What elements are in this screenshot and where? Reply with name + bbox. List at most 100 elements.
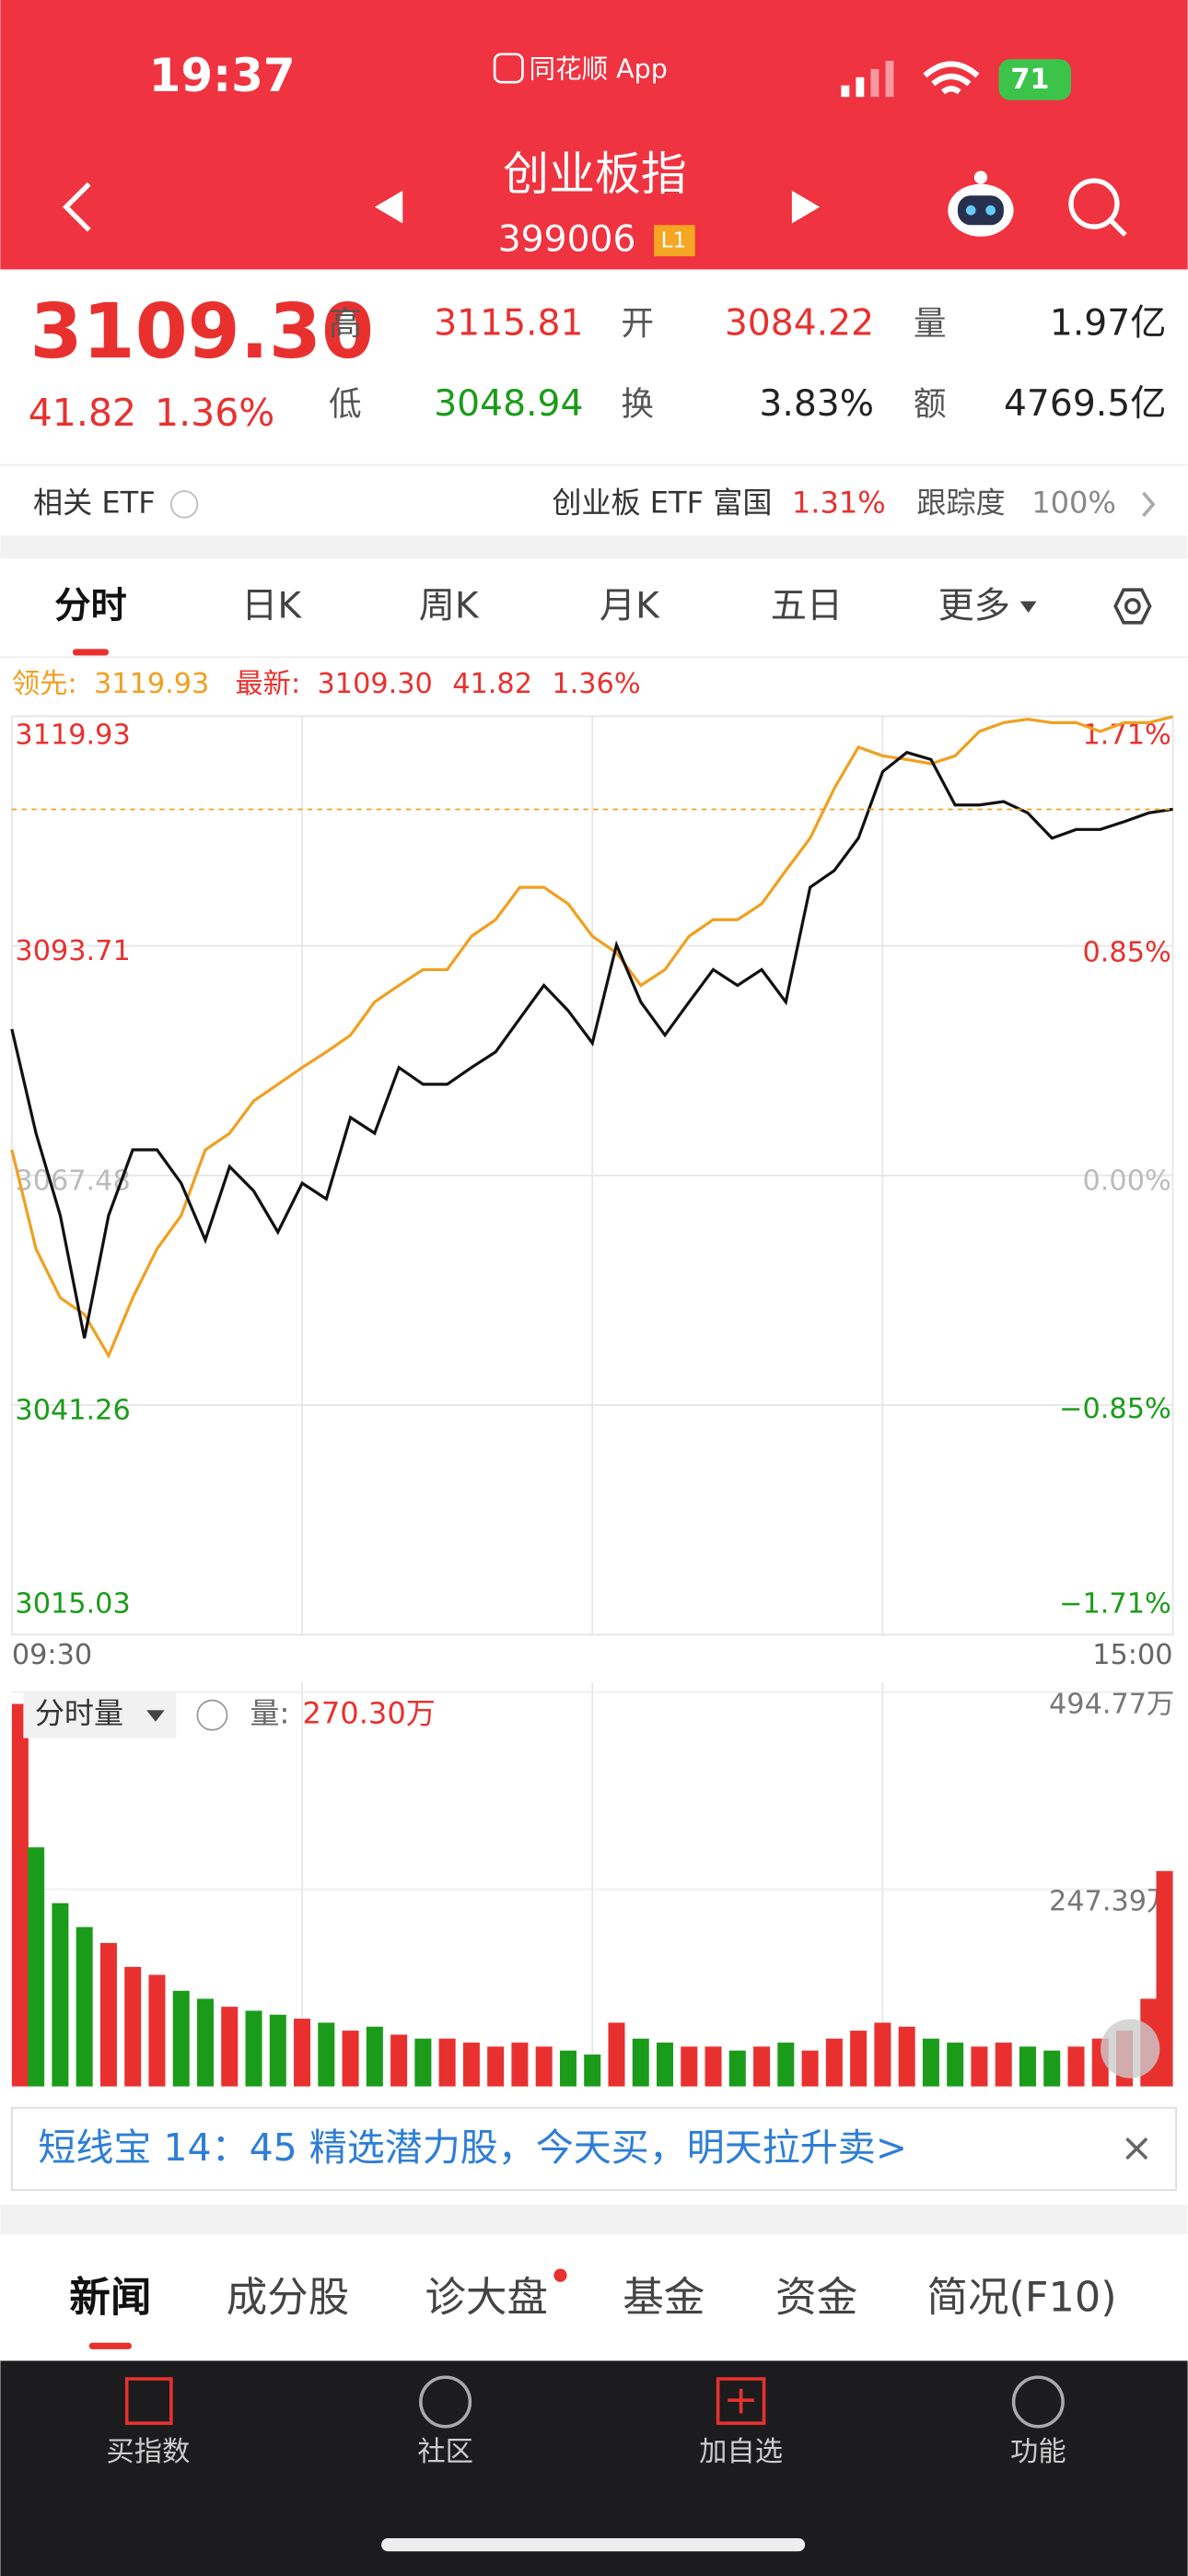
- volume-bar: [196, 1998, 214, 2087]
- volume-bar: [414, 2038, 432, 2087]
- settings-dot: [1124, 598, 1141, 615]
- notice-dot: [553, 2268, 567, 2282]
- y2-tick-label: 0.85%: [1083, 937, 1171, 969]
- clock: 19:37: [149, 49, 296, 102]
- gap: [0, 2205, 1188, 2235]
- nav-label[interactable]: 社区: [417, 2436, 473, 2468]
- volume-bar: [318, 2022, 335, 2087]
- chart-tab[interactable]: 周K: [419, 585, 480, 626]
- legend-value: 1.36%: [552, 668, 640, 700]
- prev-button[interactable]: [374, 190, 403, 224]
- volume-bar: [898, 2026, 915, 2087]
- chart-tab[interactable]: 更多: [938, 585, 1010, 626]
- nav-label[interactable]: 功能: [1010, 2436, 1066, 2468]
- app-name: 同花顺 App: [530, 54, 668, 85]
- dropdown-arrow: [146, 1710, 165, 1722]
- etf-name[interactable]: 创业板 ETF 富国: [552, 485, 772, 520]
- settings-button[interactable]: [1113, 588, 1152, 625]
- volume-bar: [753, 2046, 771, 2087]
- dropdown-arrow: [1019, 601, 1037, 614]
- nav-icon: [124, 2377, 173, 2425]
- y2-tick-label: 0.00%: [1083, 1165, 1171, 1197]
- help-icon[interactable]: [169, 490, 199, 519]
- y2-tick-label: 1.71%: [1083, 719, 1171, 751]
- chart-tab[interactable]: 分时: [54, 585, 126, 626]
- chart-tab[interactable]: 五日: [771, 585, 843, 626]
- volume-bar: [1156, 1870, 1173, 2087]
- y-tick-label: 3067.48: [15, 1165, 130, 1197]
- volume-bar: [559, 2050, 577, 2087]
- volume-bar: [657, 2043, 674, 2087]
- stat-label: 换: [621, 385, 654, 423]
- banner-text[interactable]: 短线宝 14：45 精选潜力股，今天买，明天拉升卖>: [38, 2125, 907, 2170]
- volume-bar: [874, 2022, 891, 2087]
- stat-value: 3.83%: [759, 383, 874, 425]
- volume-bar: [1019, 2046, 1036, 2087]
- help-icon[interactable]: [196, 1699, 228, 1731]
- volume-bar: [76, 1926, 93, 2087]
- news-tab[interactable]: 基金: [623, 2273, 705, 2321]
- change: 41.82: [29, 391, 136, 435]
- home-indicator: [381, 2537, 806, 2552]
- nav-icon: [716, 2377, 766, 2425]
- volume-bar: [1043, 2050, 1061, 2087]
- legend-value: 41.82: [452, 668, 532, 700]
- news-tab[interactable]: 诊大盘: [425, 2273, 548, 2321]
- news-tab[interactable]: 资金: [775, 2273, 857, 2321]
- gap: [0, 535, 1188, 559]
- battery-level: 71: [1010, 64, 1049, 96]
- app-icon: [493, 53, 524, 84]
- nav-icon: [728, 2388, 754, 2414]
- search-button[interactable]: [1068, 178, 1127, 237]
- volume-bar: [342, 2031, 359, 2087]
- volume-bar: [608, 2022, 625, 2087]
- volume-bar: [99, 1942, 117, 2087]
- y-tick-label: 3119.93: [15, 719, 130, 751]
- etf-pct: 1.31%: [792, 485, 886, 520]
- track-value: 100%: [1031, 485, 1116, 520]
- banner-close[interactable]: ×: [1120, 2125, 1153, 2172]
- battery: [998, 59, 1072, 100]
- volume-bar: [52, 1903, 69, 2087]
- y-tick-label: 3093.71: [15, 935, 130, 967]
- badge-bg: [654, 225, 695, 257]
- volume-bar: [438, 2038, 456, 2087]
- news-tab[interactable]: 简况(F10): [926, 2273, 1116, 2321]
- chart-tab[interactable]: 日K: [241, 585, 302, 626]
- stat-label: 额: [914, 385, 947, 423]
- robot-button[interactable]: [948, 170, 1014, 237]
- volume-bar: [148, 1974, 166, 2087]
- tab-underline: [88, 2342, 133, 2349]
- banner[interactable]: [10, 2106, 1178, 2191]
- volume-value: 270.30万: [302, 1696, 435, 1731]
- y2-tick-label: −1.71%: [1059, 1588, 1171, 1621]
- stat-value: 3048.94: [434, 383, 583, 425]
- volume-selector-label[interactable]: 分时量: [35, 1696, 123, 1731]
- volume-bar: [390, 2034, 408, 2087]
- fullscreen-button[interactable]: [1101, 2019, 1160, 2078]
- volume-bar: [124, 1966, 142, 2087]
- volume-bar: [294, 2019, 311, 2087]
- volume-bar: [995, 2043, 1012, 2087]
- stat-value: 3115.81: [434, 303, 583, 345]
- volume-bar: [11, 1704, 29, 2087]
- news-tab[interactable]: 新闻: [69, 2273, 151, 2321]
- chart-tab[interactable]: 月K: [600, 585, 660, 626]
- nav-label[interactable]: 加自选: [699, 2436, 783, 2468]
- nav-label[interactable]: 买指数: [106, 2436, 190, 2468]
- legend-label: 领先:: [12, 668, 77, 700]
- volume-label: 量:: [250, 1696, 289, 1731]
- volume-bar: [462, 2043, 480, 2087]
- legend-value: 3109.30: [318, 668, 433, 700]
- next-button[interactable]: [791, 190, 821, 224]
- back-button[interactable]: [62, 181, 91, 232]
- legend-label: 最新:: [235, 668, 300, 700]
- stat-label: 低: [329, 385, 362, 423]
- volume-bar: [801, 2050, 819, 2087]
- chevron: [1142, 491, 1156, 518]
- volume-bar: [535, 2046, 553, 2087]
- news-tab[interactable]: 成分股: [227, 2273, 350, 2321]
- volume-bar: [511, 2043, 529, 2087]
